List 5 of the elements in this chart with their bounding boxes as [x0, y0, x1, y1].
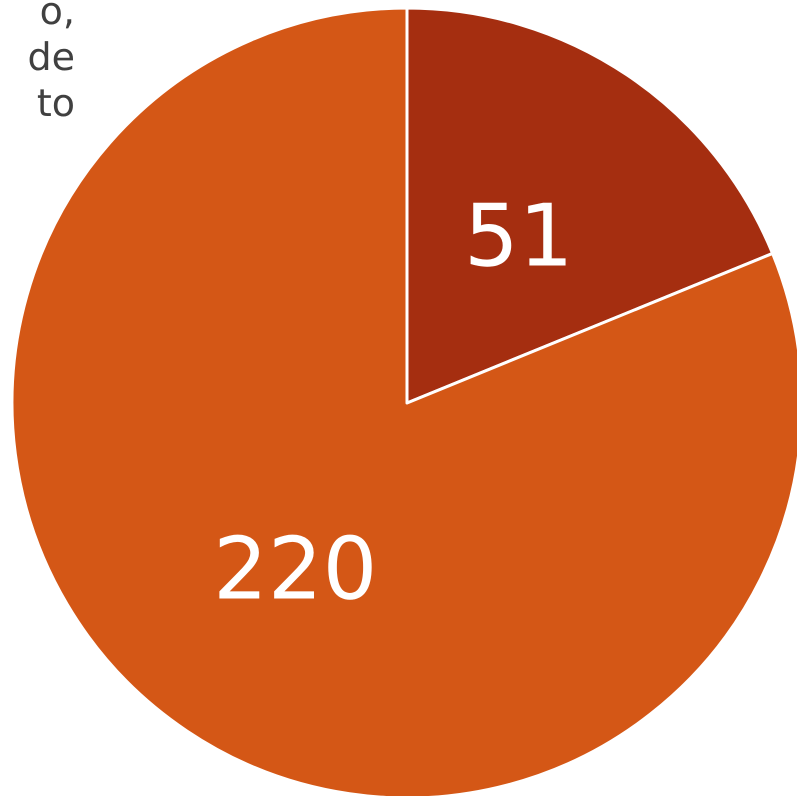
- data-label: 51: [464, 186, 574, 287]
- data-label: 220: [213, 519, 378, 620]
- text: de: [28, 35, 75, 79]
- text: to: [36, 81, 75, 125]
- text: o,: [40, 0, 75, 33]
